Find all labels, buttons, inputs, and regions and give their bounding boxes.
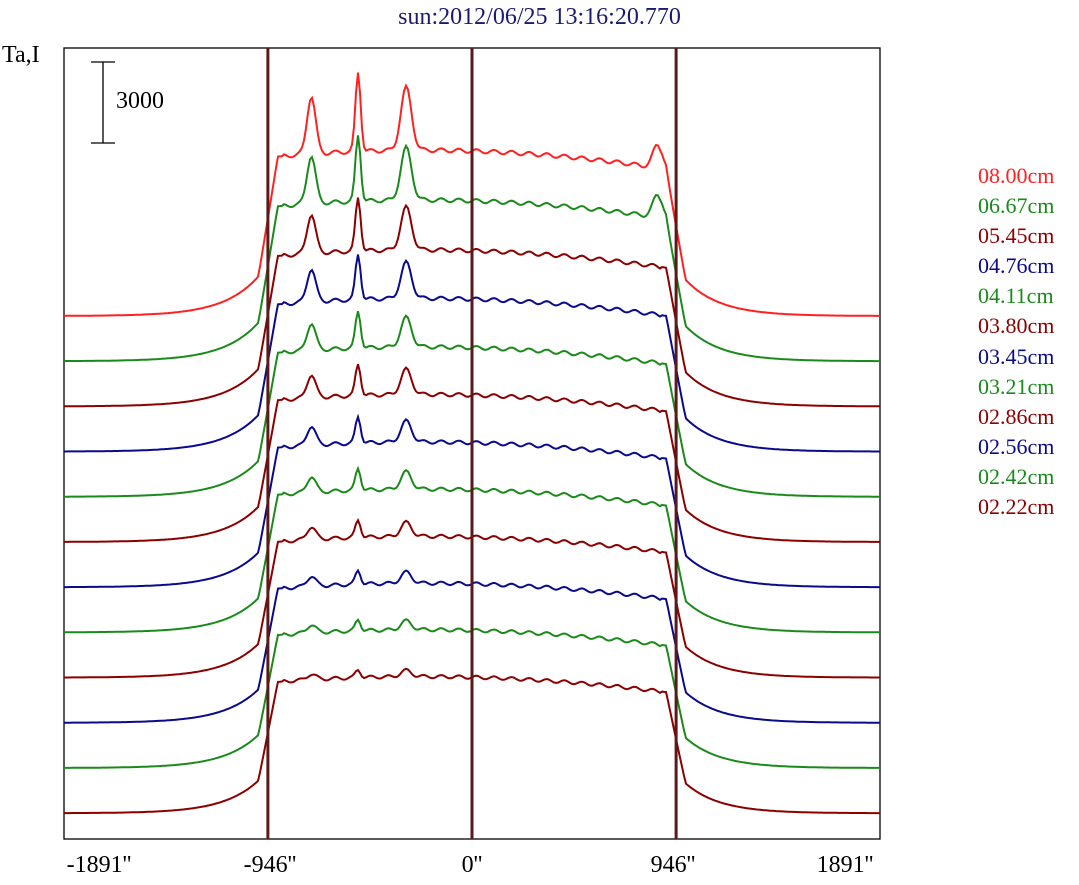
legend-entry: 04.76cm [978, 253, 1055, 279]
legend-entry: 03.45cm [978, 343, 1055, 369]
legend-entry: 04.11cm [978, 283, 1054, 309]
legend-entry: 02.42cm [978, 463, 1055, 489]
vertical-markers [266, 48, 678, 839]
x-tick-label: 1891'' [816, 852, 874, 878]
legend-entry: 05.45cm [978, 223, 1055, 249]
x-tick-label: -946'' [243, 852, 297, 878]
legend-entry: 03.80cm [978, 313, 1055, 339]
legend-entry: 06.67cm [978, 193, 1055, 219]
scale-bar-label: 3000 [116, 88, 164, 114]
x-tick-label: 946'' [650, 852, 696, 878]
x-tick-label: 0'' [461, 852, 483, 878]
legend: 08.00cm 06.67cm 05.45cm 04.76cm 04.11cm 03.80… [978, 161, 1054, 522]
legend-entry: 03.21cm [978, 373, 1055, 399]
y-axis-label: Ta,I [2, 42, 40, 68]
x-tick-label: -1891'' [66, 852, 132, 878]
legend-entry: 08.00cm [978, 163, 1055, 188]
chart-title: sun:2012/06/25 13:16:20.770 [398, 4, 681, 30]
legend-entry: 02.22cm [978, 494, 1055, 520]
legend-entry: 02.56cm [978, 433, 1055, 459]
legend-entry: 02.86cm [978, 403, 1055, 429]
